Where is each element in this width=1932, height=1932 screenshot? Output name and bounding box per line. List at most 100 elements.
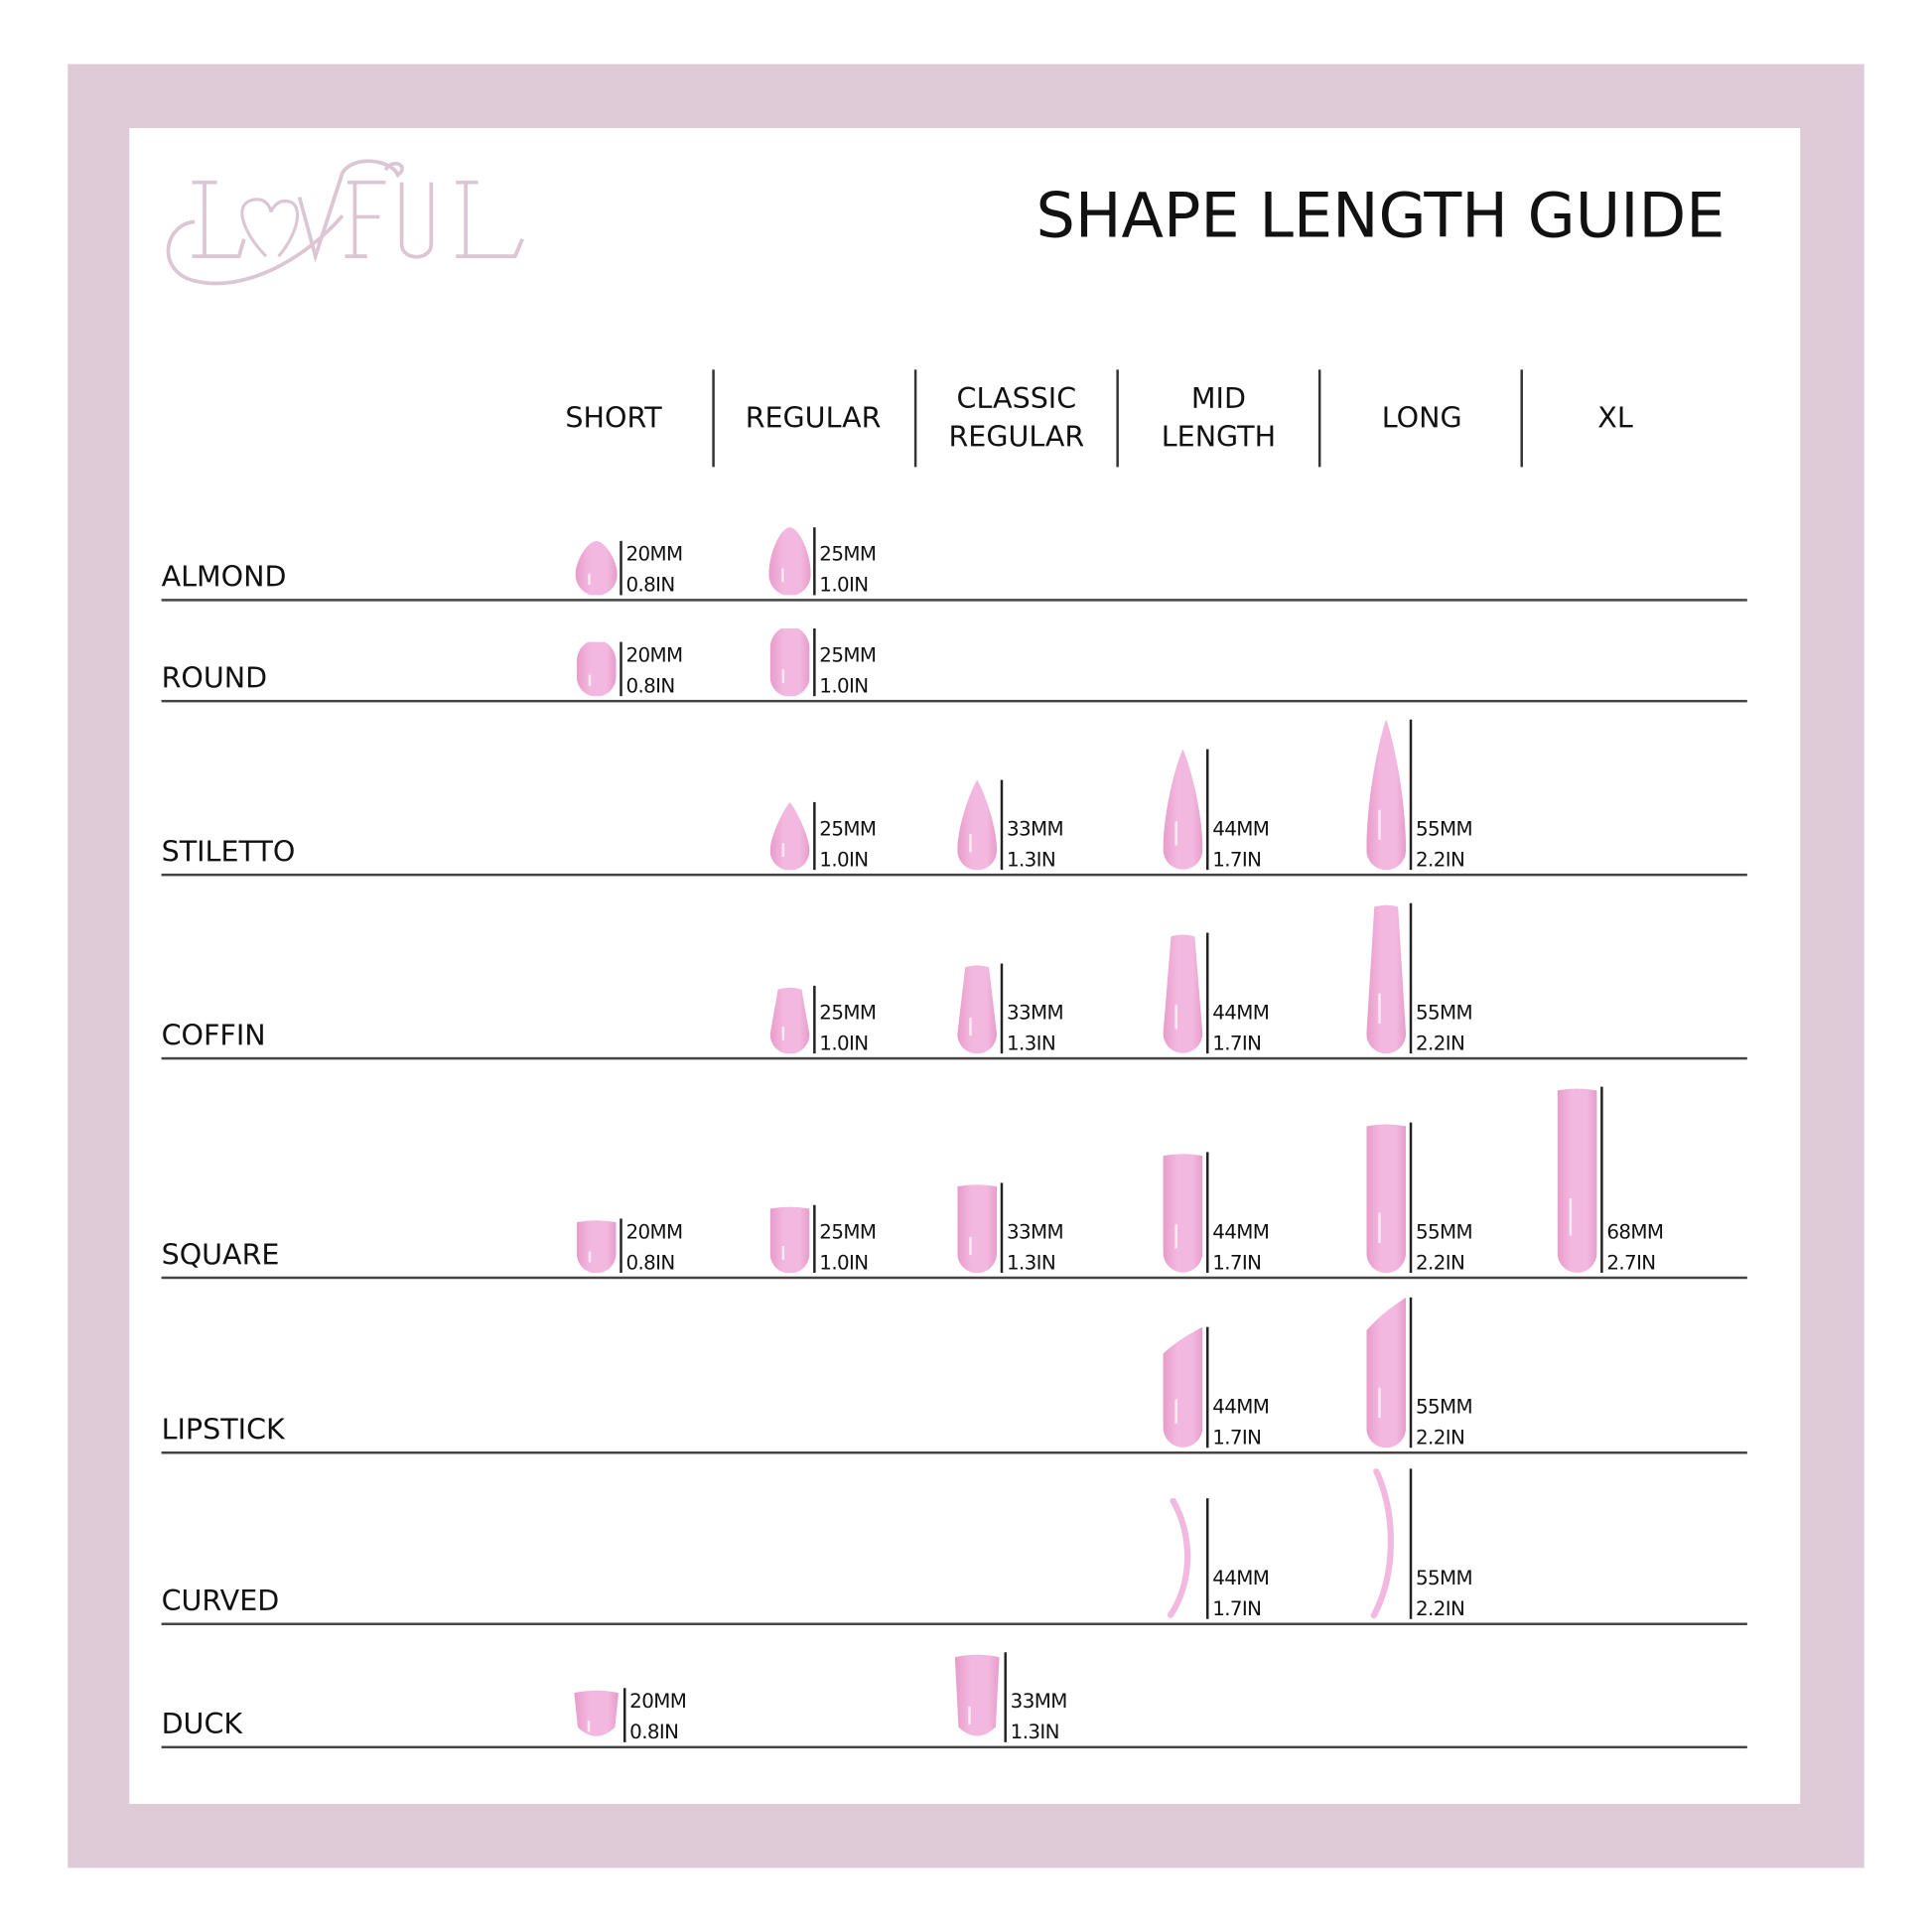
length-mm: 55MM bbox=[1415, 1394, 1473, 1419]
column-header-regular: REGULAR bbox=[745, 402, 882, 435]
nail-curved-long bbox=[1370, 1468, 1394, 1619]
length-mm: 55MM bbox=[1415, 816, 1473, 841]
column-header-classic_regular: CLASSIC REGULAR bbox=[948, 382, 1085, 454]
row-label-almond: ALMOND bbox=[161, 561, 287, 595]
length-mm: 20MM bbox=[625, 642, 683, 667]
length-mm: 44MM bbox=[1212, 1394, 1270, 1419]
row-label-stiletto: STILETTO bbox=[161, 836, 296, 869]
length-in: 1.3IN bbox=[1006, 847, 1056, 872]
length-marker bbox=[620, 1217, 622, 1274]
length-in: 1.3IN bbox=[1006, 1250, 1056, 1275]
length-mm: 44MM bbox=[1212, 816, 1270, 841]
length-marker bbox=[1206, 1327, 1208, 1449]
length-marker bbox=[1409, 902, 1412, 1054]
length-in: 1.3IN bbox=[1006, 1031, 1056, 1055]
nail-almond-regular bbox=[768, 526, 811, 596]
length-mm: 68MM bbox=[1606, 1219, 1664, 1244]
row-label-lipstick: LIPSTICK bbox=[161, 1414, 285, 1448]
row-label-coffin: COFFIN bbox=[161, 1020, 266, 1052]
nail-square-short bbox=[576, 1219, 617, 1274]
length-mm: 33MM bbox=[1006, 1219, 1064, 1244]
nail-coffin-long bbox=[1366, 904, 1407, 1054]
row-label-curved: CURVED bbox=[161, 1586, 280, 1618]
length-marker bbox=[1206, 1152, 1208, 1274]
nail-almond-short bbox=[575, 540, 618, 596]
nail-round-regular bbox=[769, 627, 810, 697]
length-marker bbox=[1206, 932, 1208, 1054]
length-marker bbox=[813, 985, 815, 1054]
nail-square-xl bbox=[1557, 1088, 1597, 1274]
length-mm: 25MM bbox=[819, 1000, 877, 1025]
length-in: 0.8IN bbox=[625, 1250, 675, 1275]
length-marker bbox=[1000, 963, 1003, 1054]
row-divider bbox=[161, 1450, 1747, 1453]
nail-duck-classic_regular bbox=[954, 1654, 1000, 1736]
length-marker bbox=[813, 1204, 815, 1274]
length-in: 1.0IN bbox=[819, 1250, 869, 1275]
length-marker bbox=[1409, 719, 1412, 871]
nail-stiletto-classic_regular bbox=[957, 779, 998, 871]
length-marker bbox=[813, 801, 815, 871]
row-divider bbox=[161, 873, 1747, 876]
row-label-round: ROUND bbox=[161, 662, 268, 695]
nail-duck-short bbox=[574, 1690, 620, 1736]
nail-coffin-mid_length bbox=[1163, 934, 1203, 1054]
length-marker bbox=[1600, 1086, 1603, 1274]
page-title: SHAPE LENGTH GUIDE bbox=[1035, 180, 1725, 252]
length-mm: 44MM bbox=[1212, 1219, 1270, 1244]
nail-square-mid_length bbox=[1163, 1154, 1203, 1274]
column-header-short: SHORT bbox=[565, 402, 662, 435]
length-in: 1.0IN bbox=[819, 573, 869, 597]
row-divider bbox=[161, 599, 1747, 602]
nail-stiletto-regular bbox=[769, 801, 810, 871]
length-in: 2.2IN bbox=[1415, 1031, 1465, 1055]
row-divider bbox=[161, 1745, 1747, 1748]
column-divider bbox=[712, 369, 715, 468]
nail-lipstick-long bbox=[1366, 1297, 1407, 1449]
length-mm: 25MM bbox=[819, 542, 877, 566]
length-in: 1.0IN bbox=[819, 1031, 869, 1055]
length-mm: 25MM bbox=[819, 642, 877, 667]
length-marker bbox=[1000, 1182, 1003, 1274]
length-in: 1.7IN bbox=[1212, 1250, 1262, 1275]
length-in: 2.2IN bbox=[1415, 1425, 1465, 1449]
column-divider bbox=[1520, 369, 1523, 468]
length-in: 1.0IN bbox=[819, 847, 869, 872]
length-in: 1.0IN bbox=[819, 673, 869, 698]
length-marker bbox=[620, 540, 622, 596]
length-marker bbox=[622, 1687, 625, 1742]
length-marker bbox=[1409, 1468, 1412, 1619]
nail-round-short bbox=[576, 641, 617, 697]
length-in: 1.7IN bbox=[1212, 1031, 1262, 1055]
row-label-duck: DUCK bbox=[161, 1709, 243, 1741]
nail-square-regular bbox=[769, 1206, 810, 1274]
length-in: 2.2IN bbox=[1415, 1250, 1465, 1275]
length-mm: 55MM bbox=[1415, 1000, 1473, 1025]
row-divider bbox=[161, 1056, 1747, 1059]
length-in: 0.8IN bbox=[629, 1720, 679, 1744]
nail-curved-mid_length bbox=[1167, 1498, 1191, 1619]
nail-lipstick-mid_length bbox=[1163, 1327, 1203, 1449]
length-mm: 20MM bbox=[625, 542, 683, 566]
column-header-mid_length: MID LENGTH bbox=[1161, 382, 1277, 454]
length-mm: 33MM bbox=[1006, 1000, 1064, 1025]
length-in: 0.8IN bbox=[625, 573, 675, 597]
length-mm: 25MM bbox=[819, 1219, 877, 1244]
length-in: 1.7IN bbox=[1212, 847, 1262, 872]
nail-square-long bbox=[1366, 1124, 1407, 1274]
length-in: 2.2IN bbox=[1415, 847, 1465, 872]
length-mm: 55MM bbox=[1415, 1219, 1473, 1244]
length-mm: 44MM bbox=[1212, 1000, 1270, 1025]
column-divider bbox=[1116, 369, 1119, 468]
lovful-logo bbox=[166, 159, 524, 286]
length-marker bbox=[620, 641, 622, 697]
column-header-long: LONG bbox=[1381, 402, 1462, 435]
nail-coffin-regular bbox=[769, 987, 810, 1054]
length-in: 2.7IN bbox=[1606, 1250, 1656, 1275]
length-marker bbox=[1206, 749, 1208, 871]
row-divider bbox=[161, 1276, 1747, 1279]
nail-stiletto-long bbox=[1366, 719, 1407, 871]
length-mm: 33MM bbox=[1010, 1689, 1068, 1714]
length-marker bbox=[1409, 1122, 1412, 1274]
